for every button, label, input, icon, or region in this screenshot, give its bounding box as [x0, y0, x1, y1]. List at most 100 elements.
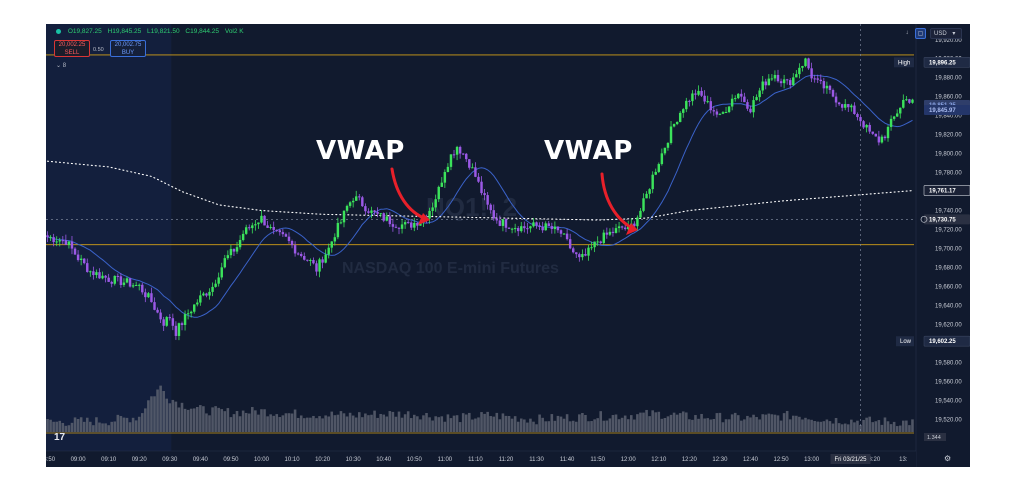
candle-up [614, 228, 618, 233]
volume-bar [513, 416, 517, 432]
candle-up [889, 118, 893, 127]
candle-up [513, 228, 517, 230]
gear-icon[interactable]: ⚙ [944, 454, 952, 463]
volume-bar [791, 415, 795, 432]
volume-bar [400, 417, 404, 432]
volume-bar [214, 406, 217, 432]
candle-up [49, 237, 52, 239]
candle-up [348, 202, 352, 206]
volume-bar [458, 422, 462, 432]
screenshot-icon[interactable]: ▢ [915, 28, 926, 39]
volume-bar [535, 424, 538, 432]
volume-bar [764, 414, 768, 432]
candle-up [354, 196, 358, 201]
volume-bar [244, 412, 248, 432]
candle-down [144, 292, 147, 298]
volume-bar [523, 419, 526, 432]
volume-bar [599, 411, 603, 432]
candle-up [905, 99, 908, 101]
volume-bar [706, 418, 709, 432]
volume-bar [834, 417, 838, 432]
volume-bar [538, 414, 541, 432]
volume-bar [333, 415, 337, 432]
volume-bar [370, 414, 373, 432]
candle-down [862, 121, 865, 128]
volume-bar [168, 403, 172, 432]
candle-up [208, 291, 211, 296]
buy-button[interactable]: 20,002.75 BUY [110, 40, 146, 57]
volume-bar [782, 413, 786, 432]
volume-bar [324, 415, 327, 432]
candle-down [299, 253, 303, 257]
candle-up [260, 215, 263, 223]
candle-down [278, 230, 282, 233]
candle-up [226, 255, 230, 259]
candle-up [165, 317, 168, 326]
candle-down [376, 211, 379, 214]
volume-bar [492, 416, 496, 432]
volume-bar [498, 419, 502, 432]
candle-up [137, 284, 141, 286]
volume-bar [461, 413, 465, 432]
y-tick-label: 19,580.00 [935, 360, 962, 366]
candle-up [581, 254, 584, 258]
volume-bar [871, 422, 875, 432]
candle-down [819, 79, 823, 82]
volume-bar [290, 413, 294, 432]
candle-up [370, 210, 373, 213]
candle-down [397, 227, 401, 229]
candle-down [284, 234, 288, 237]
volume-bar [688, 419, 691, 432]
candle-up [911, 99, 914, 103]
volume-bar [700, 413, 703, 432]
volume-bar [162, 391, 165, 432]
volume-bar [76, 419, 80, 432]
volume-bar [174, 401, 178, 432]
candle-down [550, 226, 554, 230]
y-tick-label: 19,800.00 [935, 152, 962, 158]
sell-button[interactable]: 20,002.25 SELL [54, 40, 90, 57]
buy-label: BUY [121, 49, 135, 56]
vwap-arrow-2 [600, 172, 636, 231]
volume-bar [312, 415, 315, 432]
candle-down [367, 211, 370, 213]
volume-bar [648, 416, 651, 432]
volume-bar [89, 421, 92, 432]
volume-bar [495, 412, 499, 432]
y-tick-label: 19,740.00 [935, 209, 962, 215]
volume-bar [816, 421, 820, 432]
volume-bar [553, 420, 557, 432]
volume-bar [758, 419, 761, 432]
ohlc-close: C19,844.25 [185, 28, 220, 35]
volume-bar [602, 420, 606, 432]
download-icon[interactable]: ↓ [905, 30, 909, 36]
candle-down [495, 218, 499, 221]
candle-up [642, 198, 645, 211]
volume-bar [208, 415, 211, 432]
volume-bar [480, 412, 483, 432]
x-tick-label: 10:50 [407, 457, 423, 463]
candle-up [324, 254, 327, 263]
volume-bar [293, 409, 297, 432]
volume-tag [924, 433, 946, 441]
currency-select[interactable]: USD ▾ [930, 28, 962, 39]
volume-bar [743, 419, 746, 432]
level-19845-tag [924, 105, 970, 116]
candle-up [825, 85, 829, 89]
collapse-toggle[interactable]: ⌄ 8 [56, 62, 66, 69]
candle-up [55, 241, 58, 243]
x-tick-label: 12:20 [682, 457, 698, 463]
candle-down [498, 220, 502, 226]
candlestick-chart[interactable]: 19,920.0019,900.0019,880.0019,860.0019,8… [46, 24, 970, 467]
candle-down [764, 81, 767, 86]
candle-down [504, 219, 508, 228]
candle-down [174, 325, 178, 336]
volume-bar [727, 419, 731, 432]
volume-bar [883, 417, 887, 432]
candle-down [416, 222, 419, 226]
candle-up [379, 213, 382, 215]
chevron-down-icon: ▾ [952, 31, 956, 37]
volume-bar [95, 417, 98, 432]
volume-bar [147, 400, 150, 432]
chart-frame[interactable]: NQ1!, 2 NASDAQ 100 E-mini Futures 19,920… [46, 24, 970, 467]
